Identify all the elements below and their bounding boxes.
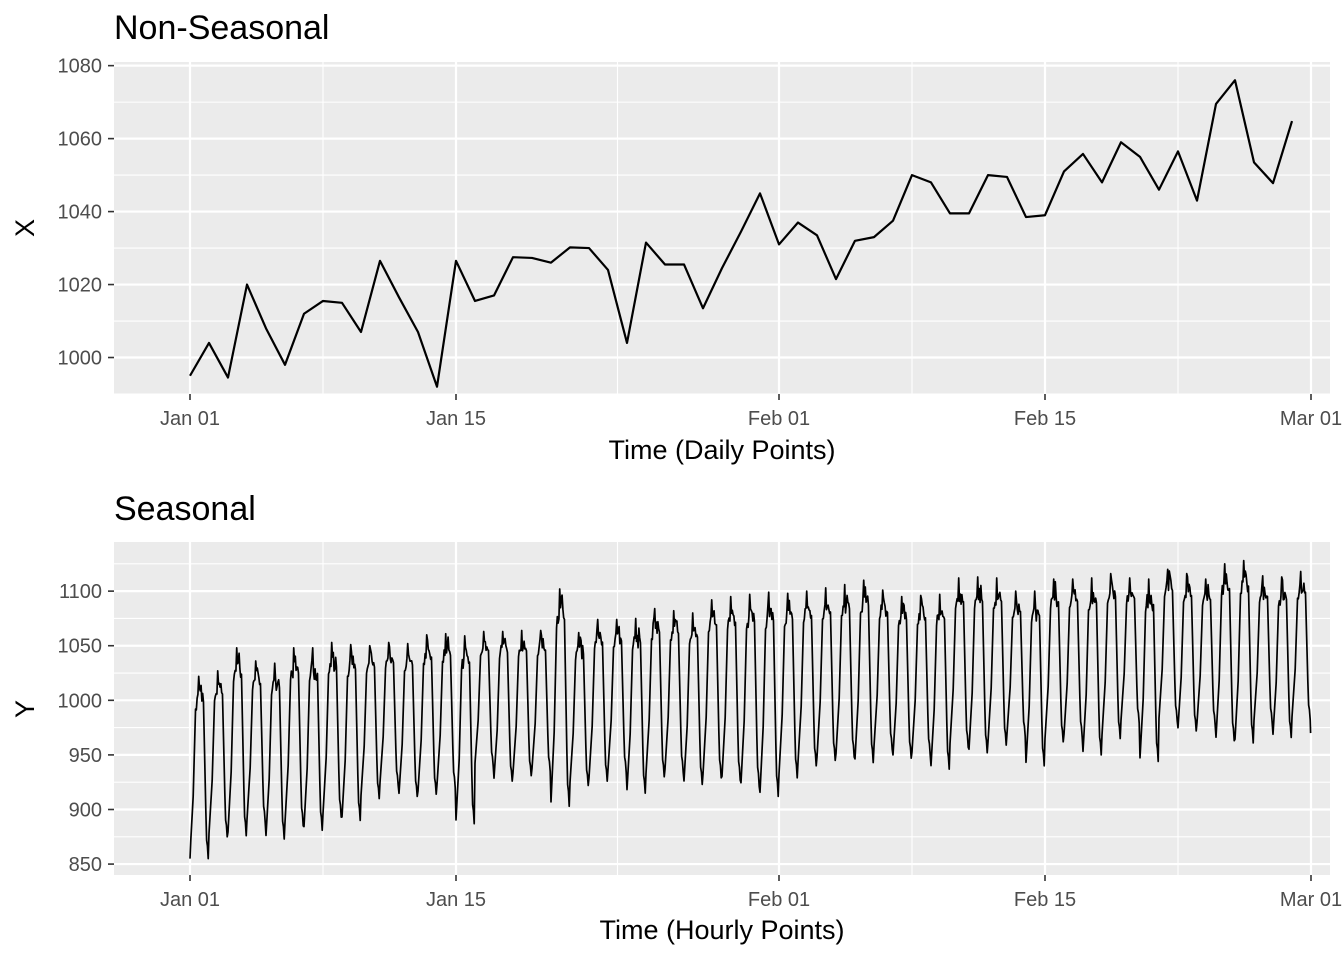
y-axis-seasonal: 850 900 950 1000 1050 1100: [58, 581, 114, 876]
x-axis-non-seasonal: Jan 01 Jan 15 Feb 01 Feb 15 Mar 01: [160, 394, 1342, 430]
gridlines-seasonal: [114, 542, 1330, 875]
gridlines-non-seasonal: [114, 62, 1330, 395]
series-line-seasonal: [189, 559, 1312, 860]
y-axis-non-seasonal: 1000 1020 1040 1060 1080: [58, 56, 114, 370]
y-tick-label: 1060: [58, 129, 103, 151]
y-tick-label: 1020: [58, 275, 103, 297]
x-tick-label: Jan 01: [160, 889, 220, 911]
y-tick-label: 900: [69, 799, 102, 821]
x-tick-label: Mar 01: [1280, 408, 1342, 430]
x-tick-label: Jan 15: [426, 889, 486, 911]
y-axis-title-non-seasonal: X: [10, 219, 40, 237]
y-tick-label: 1000: [58, 348, 103, 370]
x-tick-label: Feb 15: [1014, 889, 1076, 911]
y-axis-title-seasonal: Y: [10, 700, 40, 718]
panel-background-non-seasonal: [114, 62, 1330, 394]
x-axis-title-non-seasonal: Time (Daily Points): [608, 435, 835, 465]
y-tick-label: 1040: [58, 202, 103, 224]
chart-title-non-seasonal: Non-Seasonal: [114, 9, 329, 47]
y-tick-label: 950: [69, 745, 102, 767]
x-tick-label: Jan 15: [426, 408, 486, 430]
y-tick-label: 1050: [58, 636, 103, 658]
x-tick-label: Feb 01: [748, 408, 810, 430]
x-tick-label: Mar 01: [1280, 889, 1342, 911]
chart-non-seasonal: Non-Seasonal 1000 1020 1040 1060 1080 Jan 01…: [10, 9, 1342, 465]
x-tick-label: Feb 01: [748, 889, 810, 911]
series-line-non-seasonal: [189, 79, 1294, 388]
y-tick-label: 1100: [59, 581, 102, 603]
x-tick-label: Feb 15: [1014, 408, 1076, 430]
x-axis-seasonal: Jan 01 Jan 15 Feb 01 Feb 15 Mar 01: [160, 875, 1342, 911]
y-tick-label: 850: [69, 854, 102, 876]
series-line-non-seasonal: [189, 79, 1294, 388]
x-axis-title-seasonal: Time (Hourly Points): [599, 915, 844, 945]
y-tick-label: 1000: [58, 690, 103, 712]
chart-title-seasonal: Seasonal: [114, 490, 256, 528]
series-line-seasonal: [189, 559, 1312, 860]
x-tick-label: Jan 01: [160, 408, 220, 430]
y-tick-label: 1080: [58, 56, 103, 78]
